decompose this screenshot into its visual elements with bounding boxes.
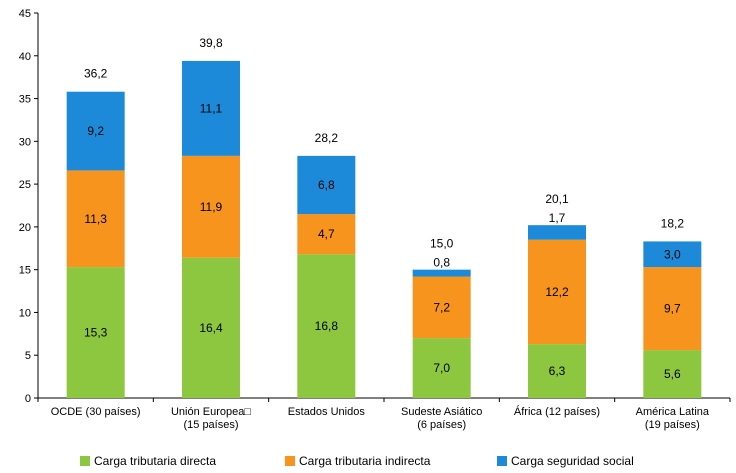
x-category-label: Estados Unidos: [288, 406, 366, 418]
data-label: 6,8: [318, 178, 335, 192]
x-category-label: África (12 países): [514, 405, 600, 418]
y-tick-label: 5: [25, 350, 31, 362]
bar-segment: [297, 214, 356, 255]
legend-label: Carga tributaria indirecta: [299, 454, 431, 468]
data-label: 3,0: [664, 247, 681, 261]
y-tick-label: 30: [19, 136, 31, 148]
bar-segment: [412, 338, 471, 398]
bar-segment: [412, 269, 471, 277]
bar-segment: [643, 350, 702, 398]
x-category-label: OCDE (30 países): [51, 406, 141, 418]
bar-segment: [643, 241, 702, 268]
y-axis: 0 5 10 15 20 25 30 35 40 45: [19, 8, 39, 405]
data-label: 7,0: [433, 361, 450, 375]
data-label: 9,2: [87, 124, 104, 138]
bar-segment: [528, 344, 586, 398]
x-category-label: (19 países): [645, 419, 700, 431]
x-category-label: (15 países): [183, 419, 238, 431]
x-category-label: (6 países): [417, 419, 466, 431]
bar-segment: [66, 170, 125, 268]
data-label: 16,4: [199, 321, 223, 335]
data-label: 9,7: [664, 302, 681, 316]
total-label: 15,0: [430, 237, 454, 251]
bar-segment: [412, 276, 471, 339]
y-tick-label: 15: [19, 265, 31, 277]
legend: Carga tributaria directa Carga tributaria…: [80, 454, 634, 468]
data-label: 15,3: [84, 326, 108, 340]
bar-segment: [528, 225, 586, 240]
bar-segment: [643, 267, 702, 351]
bar-segment: [182, 257, 240, 398]
bar-segment: [182, 60, 240, 156]
data-label: 0,8: [433, 256, 450, 270]
legend-swatch: [497, 456, 507, 466]
x-category-label: América Latina: [636, 406, 710, 418]
data-label: 11,9: [200, 200, 223, 214]
x-category-label: Unión Europea□: [171, 406, 251, 418]
y-tick-label: 45: [19, 8, 31, 20]
data-label: 11,1: [200, 101, 223, 115]
bars: 15,3 11,3 9,2 36,2 16,4 11,9 11,1 39,8 16,8 4,7 6,…: [66, 36, 702, 398]
y-tick-label: 0: [25, 393, 31, 405]
data-label: 7,2: [433, 300, 450, 314]
x-axis: OCDE (30 países) Unión Europea□(15 países…: [37, 397, 731, 431]
bar-segment: [297, 155, 356, 215]
data-label: 5,6: [664, 367, 681, 381]
y-tick-label: 10: [19, 307, 31, 319]
bar-segment: [66, 267, 125, 398]
bar-segment: [528, 239, 586, 345]
legend-label: Carga seguridad social: [511, 454, 634, 468]
y-tick-label: 40: [19, 51, 31, 63]
legend-swatch: [80, 456, 90, 466]
total-label: 36,2: [84, 67, 108, 81]
total-label: 20,1: [545, 192, 569, 206]
bar-segment: [182, 155, 240, 258]
total-label: 28,2: [315, 131, 339, 145]
bar-segment: [297, 254, 356, 398]
total-label: 18,2: [661, 216, 685, 230]
data-label: 12,2: [545, 285, 569, 299]
data-label: 16,8: [315, 319, 339, 333]
bar-segment: [66, 91, 125, 171]
data-label: 11,3: [84, 212, 107, 226]
legend-label: Carga tributaria directa: [94, 454, 216, 468]
data-label: 1,7: [549, 211, 566, 225]
y-tick-label: 20: [19, 222, 31, 234]
data-label: 4,7: [318, 227, 335, 241]
total-label: 39,8: [199, 36, 223, 50]
y-tick-label: 35: [19, 94, 31, 106]
legend-swatch: [285, 456, 295, 466]
data-label: 6,3: [549, 364, 566, 378]
y-tick-label: 25: [19, 179, 31, 191]
x-category-label: Sudeste Asiático: [401, 406, 482, 418]
